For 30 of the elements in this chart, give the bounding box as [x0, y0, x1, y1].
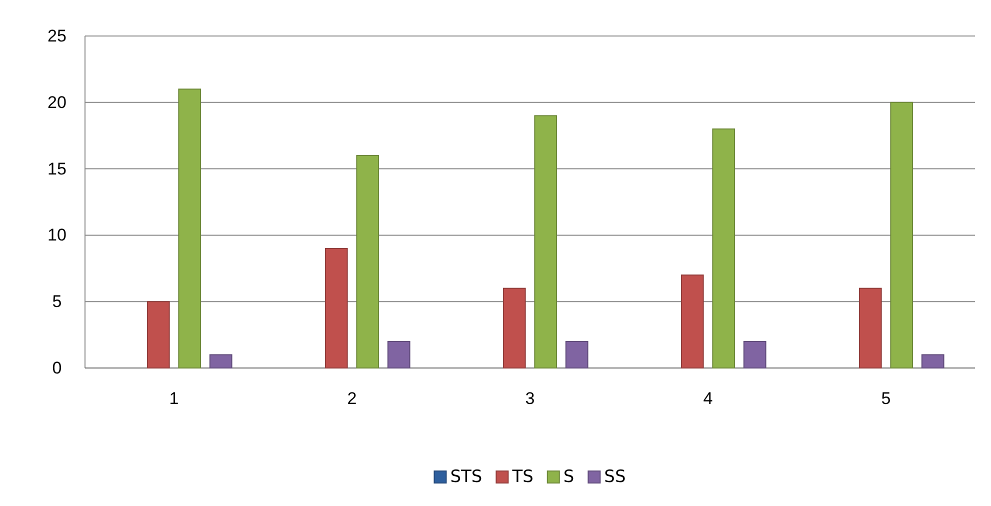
y-tick-label: 5	[52, 292, 62, 312]
bar	[743, 340, 766, 368]
bar	[858, 288, 882, 368]
bar	[502, 288, 526, 368]
bar	[921, 354, 944, 368]
bar	[387, 340, 410, 368]
x-tick-label: 4	[703, 389, 713, 408]
bar	[712, 128, 736, 368]
bar	[890, 102, 914, 368]
bar	[534, 115, 558, 368]
bar	[565, 340, 588, 368]
bar	[146, 301, 170, 368]
x-tick-label: 5	[881, 389, 891, 408]
bar	[209, 354, 232, 368]
legend-label: S	[563, 467, 574, 487]
y-tick-label: 0	[52, 358, 62, 378]
bar	[680, 274, 704, 368]
x-tick-label: 3	[525, 389, 535, 408]
x-tick-label: 2	[347, 389, 357, 408]
bar	[356, 155, 380, 368]
bar	[324, 248, 348, 368]
y-tick-label: 10	[48, 226, 66, 245]
x-tick-label: 1	[169, 389, 179, 408]
legend-label: TS	[511, 467, 534, 487]
y-tick-label: 15	[48, 159, 66, 178]
legend-label: SS	[604, 467, 626, 487]
bar	[178, 88, 202, 368]
y-tick-label: 25	[48, 26, 66, 46]
legend-label: STS	[450, 467, 482, 487]
y-tick-label: 20	[48, 92, 66, 112]
